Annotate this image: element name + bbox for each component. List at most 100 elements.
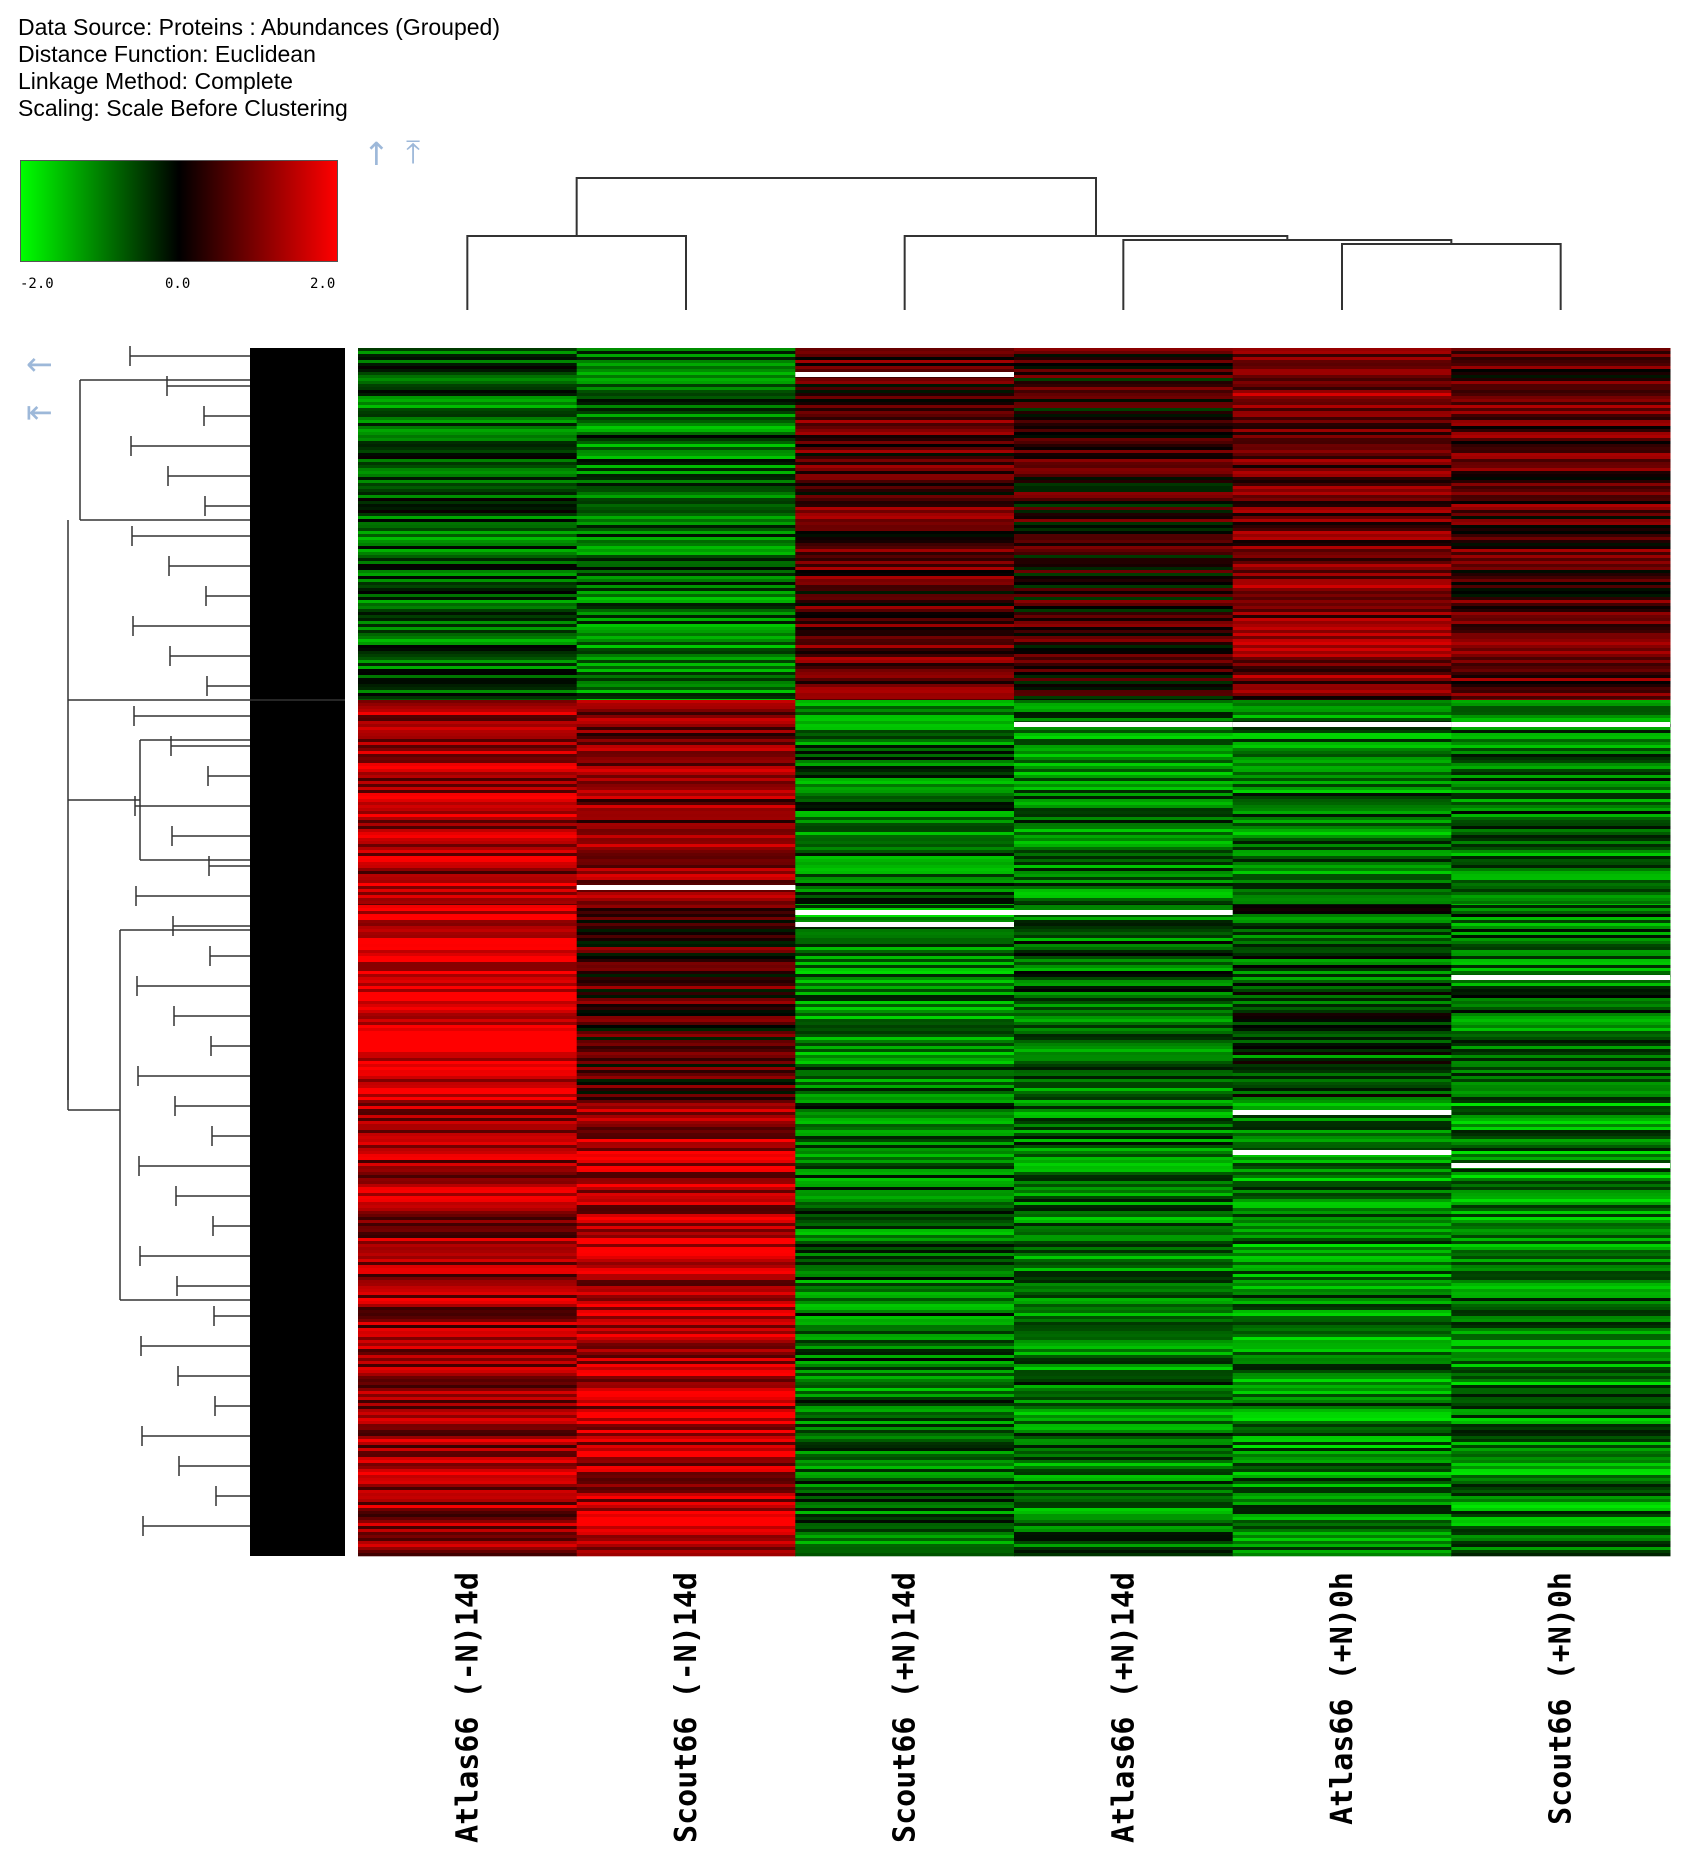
heatmap-cell xyxy=(1232,1202,1452,1206)
heatmap-cell xyxy=(1232,1127,1452,1131)
heatmap-cell xyxy=(1451,603,1671,607)
heatmap-cell xyxy=(1451,983,1671,987)
heatmap-cell xyxy=(795,772,1015,776)
heatmap-cell xyxy=(1232,1433,1452,1437)
heatmap-cell xyxy=(1232,1532,1452,1536)
heatmap-cell xyxy=(576,1391,796,1395)
heatmap-cell xyxy=(358,709,578,713)
heatmap-cell xyxy=(1451,657,1671,661)
row-dendrogram[interactable] xyxy=(67,346,345,1556)
heatmap-cell xyxy=(1232,950,1452,954)
heatmap-cell xyxy=(1451,1124,1671,1128)
heatmap-cell xyxy=(358,736,578,740)
heatmap-cell xyxy=(1451,1010,1671,1014)
heatmap-cell xyxy=(1451,751,1671,755)
heatmap-cell xyxy=(1232,411,1452,415)
heatmap-cell xyxy=(576,1388,796,1392)
heatmap-cell xyxy=(1451,1199,1671,1203)
arrow-left-icon[interactable]: ← xyxy=(26,345,53,383)
heatmap-cell xyxy=(1451,522,1671,526)
heatmap-cell xyxy=(1232,657,1452,661)
heatmap-cell xyxy=(358,1463,578,1467)
heatmap-cell xyxy=(1451,1400,1671,1404)
heatmap-cell xyxy=(795,1043,1015,1047)
heatmap-cell xyxy=(1014,1067,1234,1071)
heatmap-cell xyxy=(576,1454,796,1458)
heatmap-cell xyxy=(1232,1223,1452,1227)
heatmap-cell xyxy=(1014,1037,1234,1041)
heatmap-cell xyxy=(576,693,796,697)
heatmap-cell xyxy=(1232,1418,1452,1422)
heatmap-cell xyxy=(1232,654,1452,658)
heatmap-cell xyxy=(1451,1511,1671,1515)
heatmap-cell xyxy=(358,669,578,673)
heatmap-cell xyxy=(358,1151,578,1155)
arrow-to-top-icon[interactable]: ⤒ xyxy=(406,133,421,171)
heatmap-cell xyxy=(1451,1208,1671,1212)
heatmap-cell xyxy=(1014,1397,1234,1401)
heatmap-cell xyxy=(576,357,796,361)
heatmap-cell xyxy=(1014,1262,1234,1266)
heatmap-cell xyxy=(1451,1529,1671,1533)
heatmap-cell xyxy=(576,1424,796,1428)
heatmap-cell xyxy=(1232,1241,1452,1245)
color-legend: -2.0 0.0 2.0 xyxy=(20,160,338,292)
arrow-to-left-icon[interactable]: ⇤ xyxy=(26,393,53,431)
heatmap-cell xyxy=(1451,1016,1671,1020)
missing-value-row xyxy=(1232,1110,1452,1115)
heatmap-cell xyxy=(1232,1088,1452,1092)
heatmap-cell xyxy=(576,354,796,358)
heatmap-cell xyxy=(1232,856,1452,860)
heatmap-cell xyxy=(1451,1442,1671,1446)
heatmap-cell xyxy=(576,766,796,770)
heatmap-cell xyxy=(795,850,1015,854)
heatmap-cell xyxy=(1014,429,1234,433)
heatmap-cell xyxy=(1014,549,1234,553)
heatmap-cell xyxy=(358,573,578,577)
heatmap-cell xyxy=(1451,1151,1671,1155)
heatmap-cell xyxy=(576,600,796,604)
heatmap-cell xyxy=(358,1058,578,1062)
heatmap-cell xyxy=(1232,1526,1452,1530)
heatmap-cell xyxy=(1014,1130,1234,1134)
heatmap-cell xyxy=(795,977,1015,981)
heatmap-cell xyxy=(795,495,1015,499)
heatmap-cell xyxy=(795,399,1015,403)
heatmap-cell xyxy=(795,1337,1015,1341)
heatmap-cell xyxy=(1014,1433,1234,1437)
heatmap-cell xyxy=(1451,1433,1671,1437)
heatmap-cell xyxy=(1232,1172,1452,1176)
heatmap-cell xyxy=(358,393,578,397)
heatmap-cell xyxy=(1014,1310,1234,1314)
heatmap-cell xyxy=(795,1100,1015,1104)
heatmap-cell xyxy=(358,862,578,866)
heatmap-cell xyxy=(358,1139,578,1143)
heatmap-cell xyxy=(1451,1241,1671,1245)
heatmap-cell xyxy=(1232,1154,1452,1158)
heatmap-cell xyxy=(795,1367,1015,1371)
heatmap-cell xyxy=(1014,1058,1234,1062)
arrow-up-icon[interactable]: ↑ xyxy=(363,135,390,173)
heatmap-cell xyxy=(1451,576,1671,580)
heatmap-cell xyxy=(576,633,796,637)
heatmap-cell xyxy=(1451,1541,1671,1545)
heatmap-cell xyxy=(576,1553,796,1557)
heatmap-cell xyxy=(795,432,1015,436)
heatmap-cell xyxy=(358,501,578,505)
heatmap-cell xyxy=(1232,693,1452,697)
heatmap-cell xyxy=(358,820,578,824)
heatmap-cell xyxy=(795,1181,1015,1185)
heatmap-cell xyxy=(1232,992,1452,996)
heatmap-cell xyxy=(1232,567,1452,571)
heatmap-cell xyxy=(795,366,1015,370)
heatmap-cell xyxy=(1014,639,1234,643)
heatmap-cell xyxy=(1014,696,1234,700)
heatmap-cell xyxy=(358,564,578,568)
heatmap-cell xyxy=(1451,1004,1671,1008)
heatmap-cell xyxy=(358,908,578,912)
heatmap-cell xyxy=(1014,932,1234,936)
heatmap-cell xyxy=(795,558,1015,562)
heatmap-cell xyxy=(358,1154,578,1158)
heatmap-cell xyxy=(1451,468,1671,472)
heatmap-cell xyxy=(795,1394,1015,1398)
